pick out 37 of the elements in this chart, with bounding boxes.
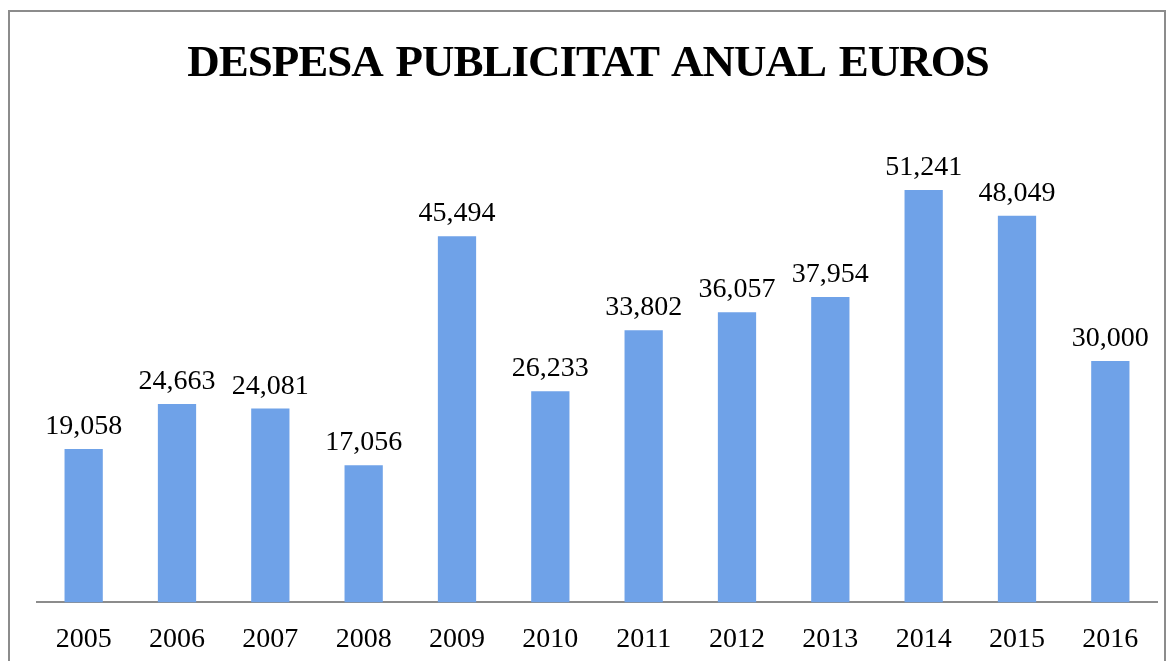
data-label: 45,494: [418, 196, 496, 228]
x-tick-label: 2012: [709, 621, 765, 653]
x-tick-label: 2013: [802, 621, 859, 653]
data-label: 26,233: [511, 351, 589, 383]
bar: [811, 296, 850, 603]
data-label: 36,057: [698, 272, 776, 304]
x-tick-label: 2008: [335, 621, 392, 653]
data-label: 19,058: [45, 409, 123, 441]
x-tick-label: 2009: [429, 621, 485, 653]
bar: [717, 312, 757, 603]
x-tick-label: 2016: [1082, 621, 1139, 653]
data-label: 30,000: [1071, 320, 1149, 352]
bar: [1091, 360, 1130, 603]
bar: [344, 465, 383, 603]
x-tick-label: 2014: [895, 621, 952, 653]
bar: [251, 408, 290, 603]
x-tick-label: 2005: [55, 621, 112, 653]
bar: [997, 215, 1037, 603]
data-label: 24,663: [138, 363, 216, 395]
x-tick-label: 2006: [149, 621, 205, 653]
bar: [437, 236, 477, 603]
data-label: 48,049: [978, 175, 1056, 207]
data-label: 33,802: [605, 290, 683, 322]
data-label: 24,081: [231, 368, 309, 400]
data-label: 51,241: [885, 150, 963, 181]
x-tick-label: 2015: [989, 621, 1045, 653]
data-label: 37,954: [791, 256, 869, 288]
bar: [531, 391, 570, 603]
data-label: 17,056: [325, 425, 403, 457]
bar: [624, 330, 663, 603]
x-tick-label: 2010: [522, 621, 579, 653]
bar: [904, 190, 943, 603]
x-tick-label: 2007: [242, 621, 299, 653]
bar: [64, 449, 103, 603]
x-tick-label: 2011: [616, 621, 672, 653]
bar: [157, 403, 197, 603]
chart-title: DESPESA PUBLICITAT ANUAL EUROS: [186, 36, 990, 86]
